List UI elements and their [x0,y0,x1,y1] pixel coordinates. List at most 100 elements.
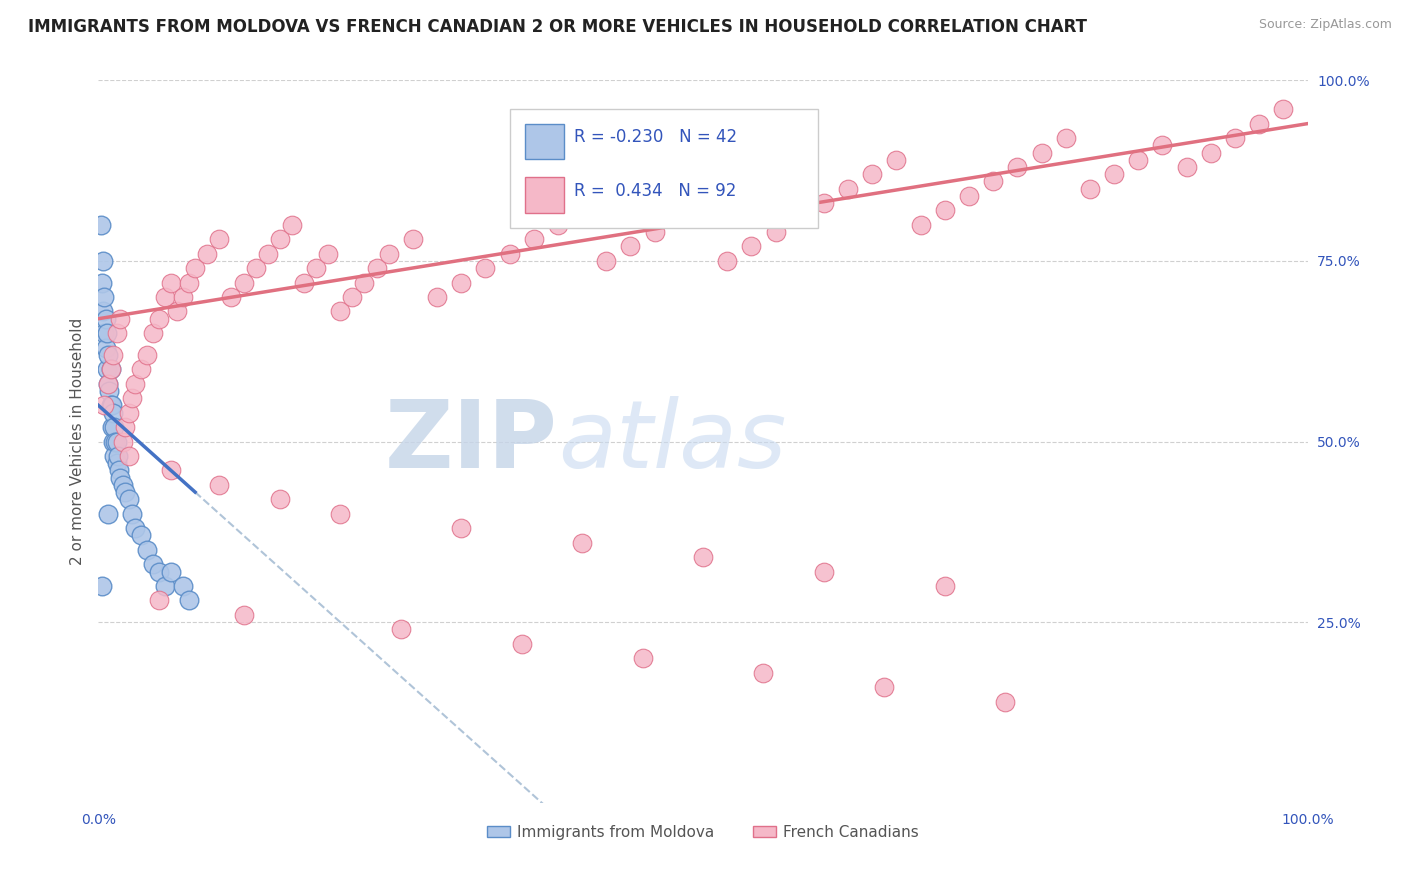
Point [269,232,291,246]
Point [148,311,170,326]
Point [329,507,352,521]
Point [873,680,896,694]
Point [1272,102,1295,116]
Point [232,276,254,290]
Point [208,478,231,492]
Point [142,326,165,340]
Point [179,276,201,290]
Point [172,579,194,593]
Point [100,398,122,412]
Point [111,478,134,492]
Point [166,304,188,318]
Point [765,225,787,239]
Text: R =  0.434   N = 92: R = 0.434 N = 92 [574,182,735,200]
Point [329,304,352,318]
Point [886,153,908,167]
Point [101,348,124,362]
Point [377,246,399,260]
Point [90,218,112,232]
Point [366,261,388,276]
Point [91,276,114,290]
Point [342,290,364,304]
Point [474,261,496,276]
Point [281,218,304,232]
Point [316,246,339,260]
Point [426,290,449,304]
Point [105,434,128,449]
Point [1128,153,1150,167]
Point [195,246,218,260]
Point [118,406,141,420]
Point [595,253,617,268]
Point [114,420,136,434]
Text: atlas: atlas [558,396,786,487]
Point [813,196,835,211]
Y-axis label: 2 or more Vehicles in Household: 2 or more Vehicles in Household [69,318,84,566]
Text: Source: ZipAtlas.com: Source: ZipAtlas.com [1258,18,1392,31]
Point [450,521,472,535]
Point [221,290,243,304]
Point [118,492,141,507]
Point [208,232,231,246]
Point [245,261,267,276]
Point [103,449,125,463]
Point [292,276,315,290]
Point [96,362,118,376]
Point [668,211,690,225]
Point [1152,138,1174,153]
Point [232,607,254,622]
Point [571,535,593,549]
Point [97,376,120,391]
Point [813,565,835,579]
Point [1031,145,1053,160]
Point [153,290,176,304]
Point [97,507,120,521]
Point [91,579,114,593]
Point [135,348,157,362]
Point [1007,160,1029,174]
FancyBboxPatch shape [526,178,564,213]
Point [740,239,762,253]
Point [934,579,956,593]
Point [91,253,114,268]
Point [631,651,654,665]
Point [97,348,120,362]
Point [101,406,124,420]
Point [107,449,129,463]
Point [121,507,143,521]
Point [571,203,593,218]
Point [97,376,120,391]
Point [124,376,146,391]
Point [981,174,1004,188]
Point [91,304,114,318]
Point [994,695,1017,709]
Point [142,558,165,572]
Point [100,362,122,376]
Text: IMMIGRANTS FROM MOLDOVA VS FRENCH CANADIAN 2 OR MORE VEHICLES IN HOUSEHOLD CORRE: IMMIGRANTS FROM MOLDOVA VS FRENCH CANADI… [28,18,1087,36]
Point [934,203,956,218]
Point [269,492,291,507]
Point [98,384,121,398]
Point [172,290,194,304]
FancyBboxPatch shape [526,124,564,159]
Point [153,579,176,593]
Point [148,565,170,579]
Legend: Immigrants from Moldova, French Canadians: Immigrants from Moldova, French Canadian… [481,819,925,846]
Text: ZIP: ZIP [385,395,558,488]
Point [124,521,146,535]
Point [619,239,641,253]
Point [789,211,811,225]
Point [547,218,569,232]
Point [121,391,143,405]
Text: R = -0.230   N = 42: R = -0.230 N = 42 [574,128,737,146]
Point [160,565,183,579]
Point [108,463,131,477]
Point [96,326,118,340]
Point [1054,131,1077,145]
Point [1249,117,1271,131]
Point [752,665,775,680]
Point [353,276,375,290]
Point [101,434,124,449]
Point [100,420,122,434]
Point [148,593,170,607]
